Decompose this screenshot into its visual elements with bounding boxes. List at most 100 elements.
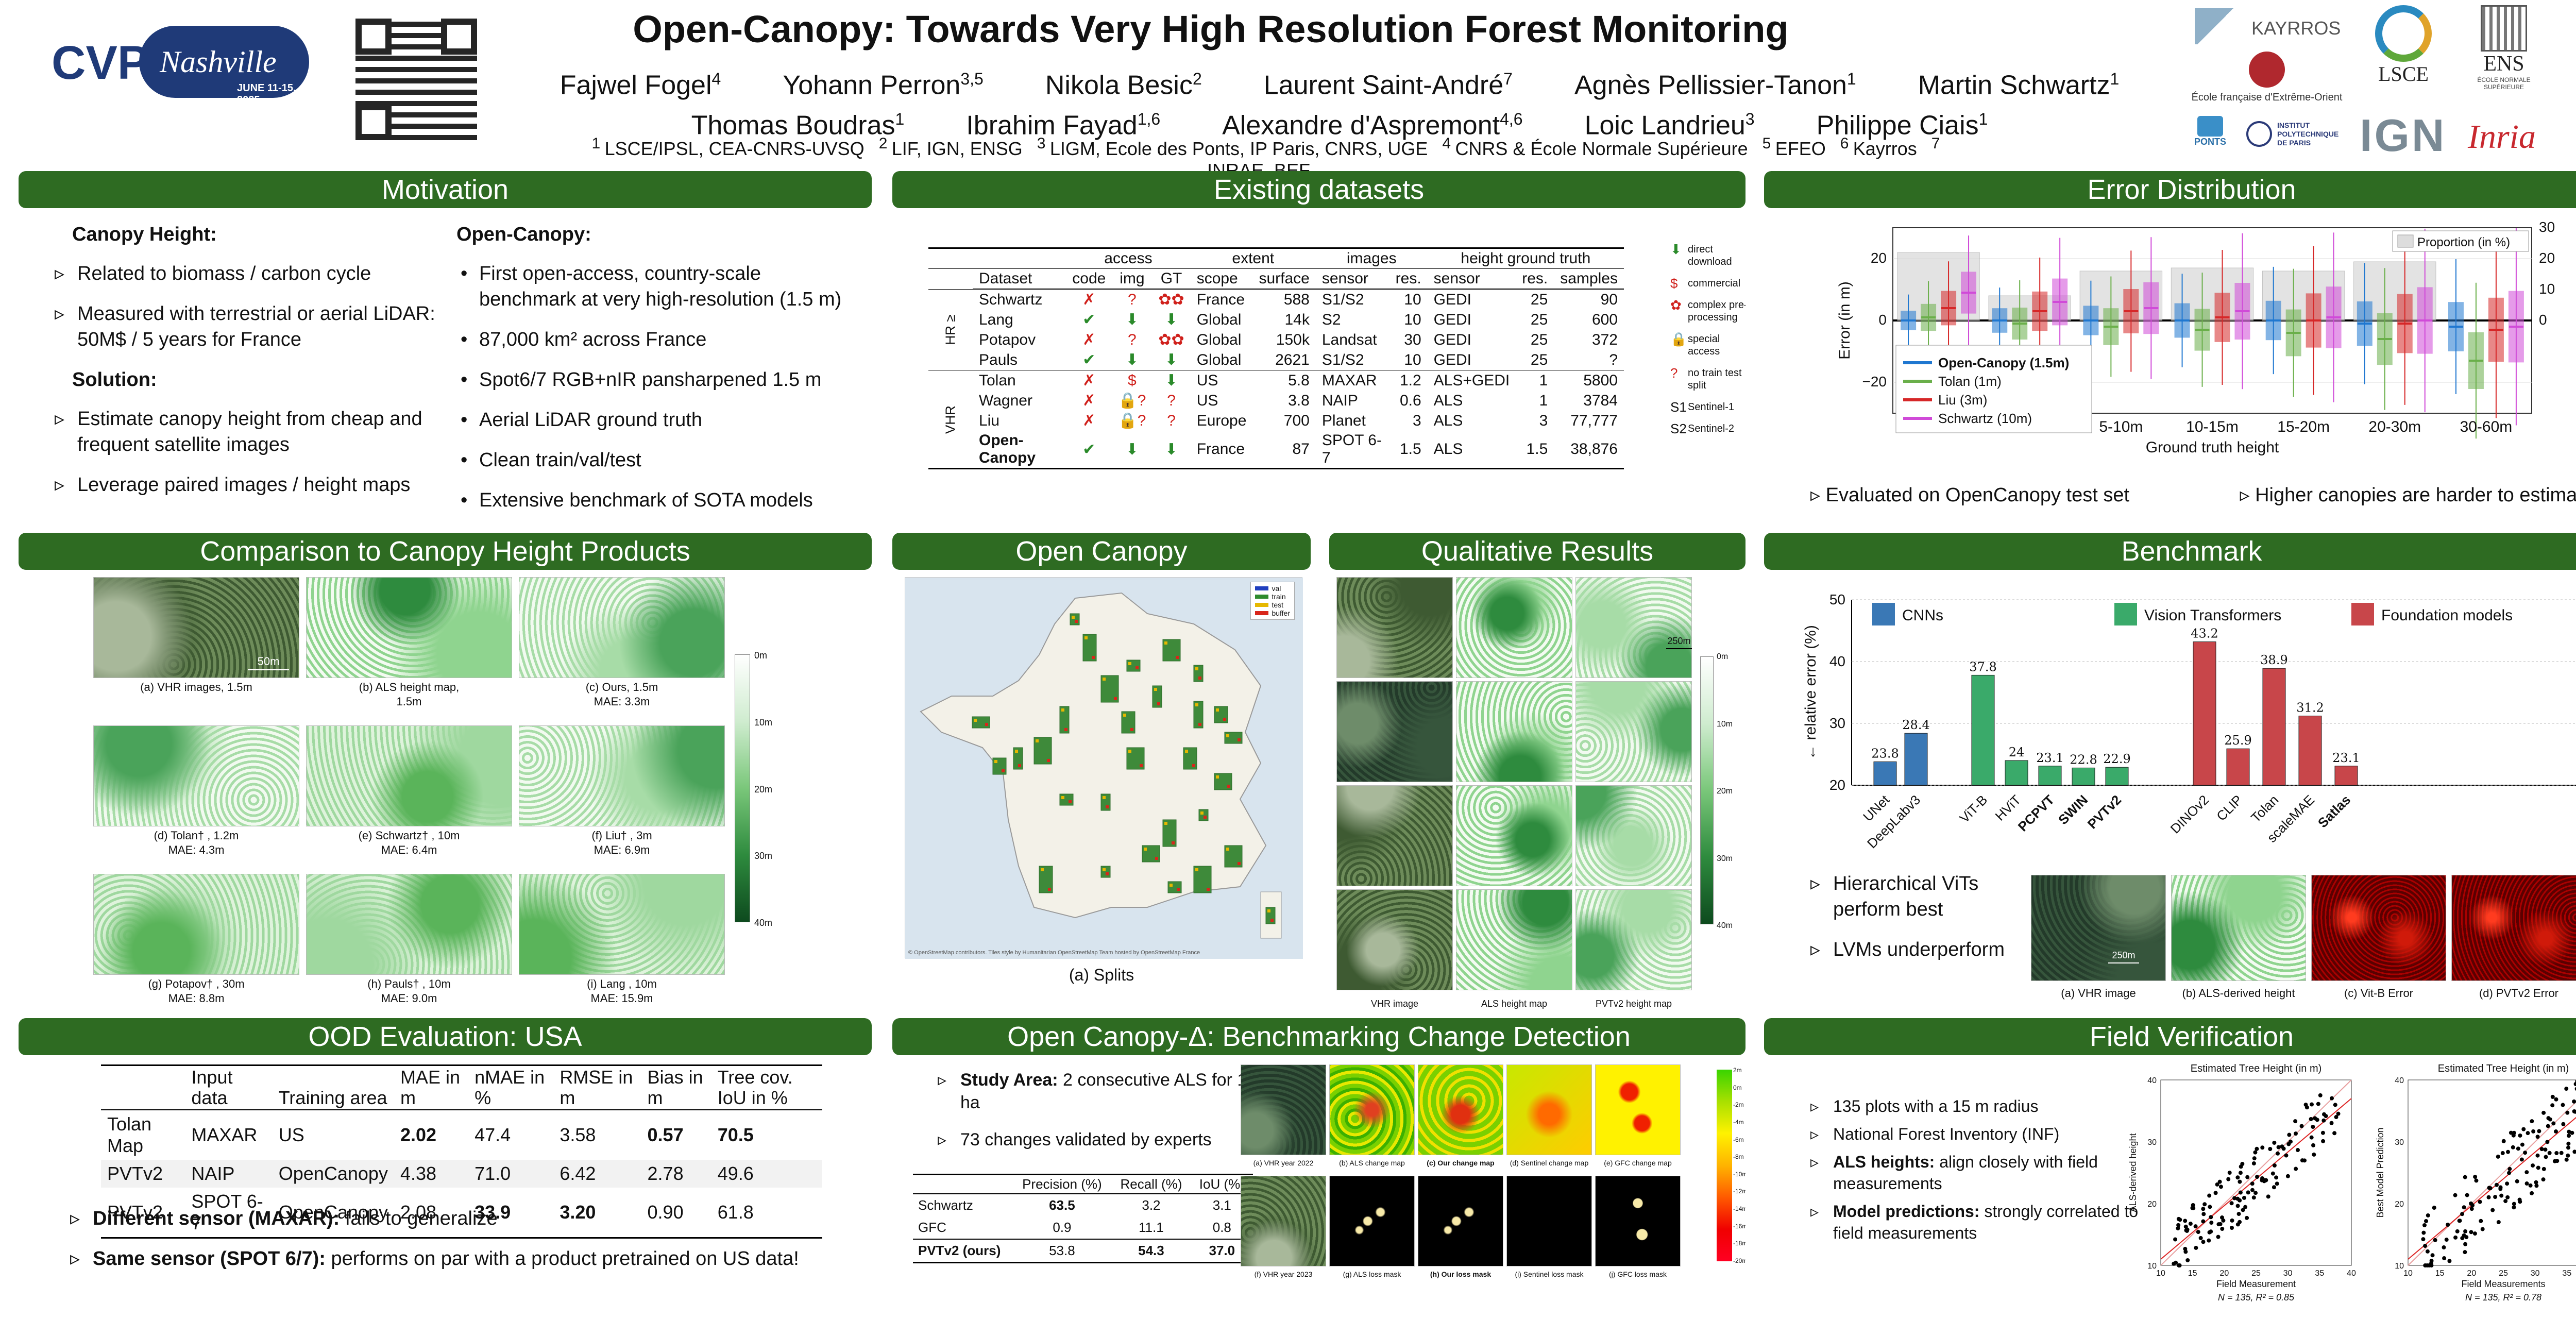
scatter-point <box>2554 1097 2558 1102</box>
loss-mask-caption: (j) GFC loss mask <box>1609 1270 1667 1278</box>
loss-mask-image <box>1506 1176 1592 1266</box>
legend-icon: S1 <box>1670 399 1687 415</box>
scatter-point <box>2207 1238 2211 1243</box>
buffer-patch <box>1047 759 1050 762</box>
buffer-patch <box>1069 800 1072 803</box>
table-cell: 2.02 <box>400 1124 437 1145</box>
scatter-point <box>2300 1158 2304 1163</box>
y2-tick-label: 20 <box>2539 250 2555 266</box>
y-tick-label: 50 <box>1829 591 1845 607</box>
legend-label: Liu (3m) <box>1938 392 1987 408</box>
bar <box>2005 760 2028 786</box>
scatter-point <box>2236 1212 2241 1216</box>
scatter-point <box>2472 1231 2477 1236</box>
scatter-point <box>2429 1263 2434 1267</box>
als-vs-field-scatter: Estimated Tree Height (in m) 10 15 20 25 30 35… <box>2128 1063 2356 1303</box>
dataset-cell: ✔ <box>1082 311 1096 328</box>
scatter-point <box>2260 1145 2265 1150</box>
benchmark-image-caption: (c) Vit-B Error <box>2344 987 2414 1000</box>
buffer-patch <box>1238 738 1241 741</box>
dataset-cell: 10 <box>1404 291 1421 308</box>
comparison-tile <box>519 725 725 826</box>
table-cell: PVTv2 (ours) <box>918 1243 1001 1258</box>
buffer-patch <box>1130 728 1133 731</box>
dataset-cell: GEDI <box>1433 291 1472 308</box>
scatter-point <box>2566 1145 2570 1150</box>
comparison-caption: (f) Liu† , 3m MAE: 6.9m <box>591 829 652 856</box>
legend-swatch <box>1255 611 1269 615</box>
dataset-cell: Potapov <box>979 331 1036 348</box>
column-header: surface <box>1252 268 1316 290</box>
field-note: 135 plots with a 15 m radius <box>1810 1095 2140 1117</box>
scatter-point <box>2253 1191 2258 1195</box>
scatter-point <box>2464 1235 2469 1240</box>
table-cell: Tolan Map <box>107 1113 152 1156</box>
open-canopy-heading: Open-Canopy: <box>456 224 591 245</box>
scatter-point <box>2453 1235 2458 1240</box>
scatter-point <box>2512 1205 2516 1210</box>
legend-icon: ⬇ <box>1670 242 1682 257</box>
scatter-point <box>2309 1117 2313 1121</box>
benchmark-notes: Hierarchical ViTs perform best LVMs unde… <box>1810 871 2027 977</box>
qr-code[interactable] <box>355 19 477 140</box>
loss-mask-image <box>1241 1176 1326 1266</box>
loss-mask-image <box>1595 1176 1681 1266</box>
colorbar-tick: 30m <box>754 851 773 861</box>
test-patch <box>1015 750 1018 753</box>
benchmark-note-2: LVMs underperform <box>1810 937 2027 962</box>
bar <box>2334 766 2358 786</box>
legend-label: buffer <box>1272 609 1290 617</box>
comparison-tile <box>93 577 299 678</box>
scatter-point <box>2455 1229 2460 1233</box>
scatter-point <box>2176 1216 2181 1221</box>
plot-frame <box>2160 1079 2352 1266</box>
scatter-point <box>2311 1143 2316 1147</box>
buffer-patch <box>1176 656 1179 659</box>
dataset-cell: Global <box>1196 311 1242 328</box>
ood-note: Different sensor (MAXAR): fails to gener… <box>70 1206 872 1231</box>
legend-label: Vision Transformers <box>2144 607 2281 624</box>
colorbar-tick: 2m <box>1733 1067 1742 1074</box>
error-distribution-header: Error Distribution <box>1764 171 2576 208</box>
scatter-point <box>2550 1103 2555 1108</box>
scatter-point <box>2506 1149 2511 1154</box>
proportion-legend <box>2392 230 2529 252</box>
y-axis-label: ← relative error (%) <box>1802 625 1819 760</box>
dataset-cell: Schwartz <box>979 291 1043 308</box>
scale-bar: 50m <box>248 654 289 670</box>
scatter-point <box>2293 1119 2298 1124</box>
proportion-label: Proportion (in %) <box>2417 235 2510 249</box>
legend-icon: $ <box>1670 276 1678 291</box>
bar-value-label: 43.2 <box>2191 627 2218 641</box>
identity-line <box>2160 1079 2352 1266</box>
scatter-point <box>2215 1182 2219 1187</box>
x-axis-label: Field Measurements <box>2461 1279 2545 1289</box>
existing-datasets-panel: Existing datasets access extent images heig… <box>892 171 1745 511</box>
bar <box>2298 716 2322 786</box>
comparison-caption: (g) Potapov† , 30m MAE: 8.8m <box>148 977 245 1005</box>
scatter-point <box>2559 1151 2564 1155</box>
legend-label: Open-Canopy (1.5m) <box>1938 355 2069 370</box>
kayrros-logo: KAYRROS <box>2195 8 2360 44</box>
test-patch <box>1195 703 1198 706</box>
scatter-point <box>2535 1153 2540 1158</box>
change-map-caption: (a) VHR year 2022 <box>1253 1159 1314 1167</box>
author-list: Fajwel Fogel4 Yohann Perron3,5 Nikola Besi… <box>484 62 2195 143</box>
dataset-cell: 3 <box>1539 412 1548 429</box>
table-cell: 3.58 <box>560 1124 596 1145</box>
comparison-tile <box>93 874 299 975</box>
scatter-point <box>2209 1221 2214 1225</box>
table-header: Bias in m <box>641 1065 711 1110</box>
x-tick-label: 10-15m <box>2186 418 2239 435</box>
test-patch <box>1185 750 1188 753</box>
affiliation: 6 Kayrros <box>1840 135 1917 159</box>
scatter-point <box>2201 1240 2206 1244</box>
scatter-point <box>2241 1208 2245 1212</box>
dataset-cell: US <box>1196 371 1218 389</box>
lsce-logo: LSCE <box>2370 5 2437 108</box>
error-legend: Open-Canopy (1.5m) Tolan (1m) Liu (3m) Schw… <box>1895 345 2092 433</box>
dataset-row: Liu ✗ 🔒?? Europe 700 Planet 3 ALS 3 77,777 <box>928 411 1624 431</box>
dataset-row: Pauls ✔ ⬇ ⬇ Global 2621 S1/S2 10 GEDI 25? <box>928 350 1624 370</box>
scatter-point <box>2333 1103 2337 1107</box>
table-header: Precision (%) <box>1012 1174 1112 1194</box>
